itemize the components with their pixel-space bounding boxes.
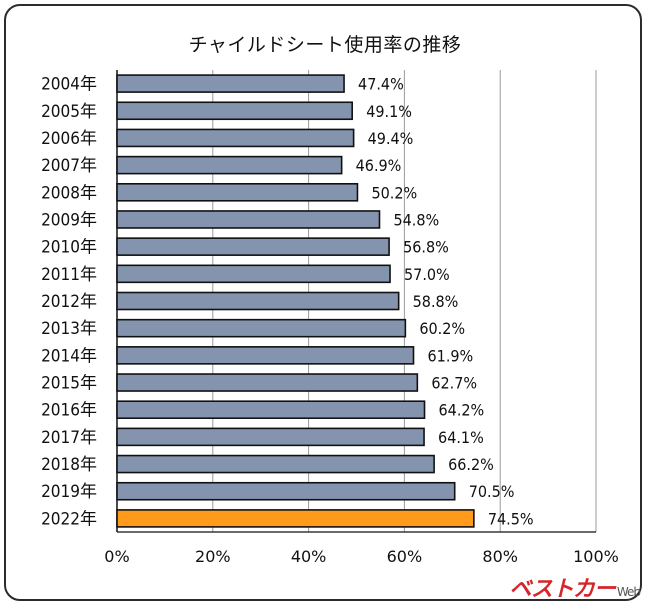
bar	[116, 400, 426, 420]
category-label: 2006年	[41, 129, 97, 149]
value-label: 60.2%	[419, 319, 465, 338]
value-label: 50.2%	[371, 183, 417, 202]
value-label: 74.5%	[488, 509, 534, 528]
bar	[116, 128, 355, 148]
bar	[116, 155, 343, 175]
value-label: 64.2%	[439, 401, 485, 420]
bar	[116, 210, 381, 229]
x-tick-label: 60%	[387, 547, 423, 566]
category-label: 2007年	[41, 156, 97, 176]
chart-title: チャイルドシート使用率の推移	[188, 34, 462, 56]
bar	[116, 182, 359, 202]
watermark-text: ベストカー	[509, 577, 615, 602]
category-label: 2019年	[41, 482, 97, 502]
bar	[116, 427, 425, 447]
value-label: 58.8%	[413, 292, 459, 311]
category-label: 2004年	[41, 75, 97, 95]
x-tick-label: 100%	[573, 547, 619, 566]
x-tick-label: 80%	[482, 547, 518, 566]
category-label: 2012年	[41, 292, 97, 312]
value-label: 46.9%	[356, 156, 402, 175]
category-label: 2009年	[41, 210, 97, 230]
value-label: 66.2%	[448, 455, 494, 474]
category-label: 2022年	[41, 509, 97, 529]
value-label: 47.4%	[358, 75, 404, 94]
category-label: 2010年	[41, 238, 97, 258]
category-label: 2005年	[41, 102, 97, 122]
bar	[116, 454, 435, 474]
category-label: 2018年	[41, 455, 97, 475]
value-label: 49.1%	[366, 102, 412, 121]
bar	[116, 509, 475, 528]
bar	[116, 237, 390, 256]
value-label: 64.1%	[438, 428, 484, 447]
value-label: 56.8%	[403, 238, 449, 257]
x-tick-label: 0%	[104, 547, 129, 566]
bar	[116, 101, 353, 121]
category-label: 2011年	[41, 265, 97, 285]
watermark-logo: ベストカー Web	[509, 571, 641, 603]
bar	[116, 373, 419, 392]
value-label: 62.7%	[431, 374, 477, 393]
value-label: 61.9%	[428, 346, 474, 365]
bar	[116, 74, 345, 93]
category-label: 2017年	[41, 428, 97, 448]
category-label: 2015年	[41, 374, 97, 394]
value-label: 49.4%	[368, 129, 414, 148]
value-label: 57.0%	[404, 265, 450, 284]
x-tick-label: 40%	[291, 547, 327, 566]
bar	[116, 346, 415, 365]
bar	[116, 318, 407, 338]
category-label: 2008年	[41, 183, 97, 203]
category-label: 2014年	[41, 346, 97, 366]
bar	[116, 264, 391, 284]
category-label: 2016年	[41, 401, 97, 421]
x-tick-label: 20%	[195, 547, 231, 566]
value-label: 70.5%	[469, 482, 515, 501]
bar	[116, 291, 400, 311]
value-label: 54.8%	[393, 210, 439, 229]
category-label: 2013年	[41, 319, 97, 339]
bar	[116, 481, 456, 501]
watermark-suffix: Web	[616, 585, 641, 599]
